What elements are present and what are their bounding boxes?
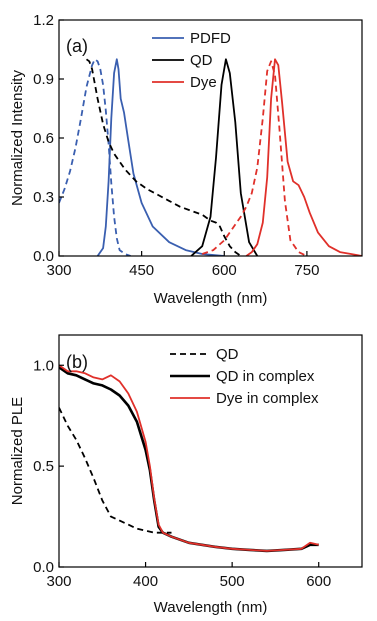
x-tick-label: 600 xyxy=(212,262,237,279)
x-tick-label: 300 xyxy=(46,573,71,590)
plot-frame xyxy=(58,334,363,568)
legend-label: QD in complex xyxy=(216,368,315,385)
y-axis-title: Normalized PLE xyxy=(9,397,26,505)
legend: PDFD QD Dye xyxy=(152,30,231,91)
y-tick-label: 1.0 xyxy=(33,357,54,374)
chart-panel-1: 300 450 600 750 0.0 0.3 0.6 0.9 1.2 Wavelength (n… xyxy=(9,12,363,307)
panel-label: (a) xyxy=(66,36,88,56)
series-line-qd xyxy=(59,407,172,534)
series-line-qd-emission xyxy=(190,58,259,256)
y-tick-label: 0.0 xyxy=(33,248,54,265)
series-line-dye-emission xyxy=(245,58,362,256)
series-group xyxy=(59,58,362,256)
legend: QD QD in complex Dye in complex xyxy=(170,346,319,407)
legend-label: QD xyxy=(216,346,239,363)
x-tick-label: 600 xyxy=(306,573,331,590)
x-tick-label: 750 xyxy=(294,262,319,279)
y-tick-label: 0.3 xyxy=(33,189,54,206)
y-tick-label: 0.0 xyxy=(33,559,54,576)
x-axis-title: Wavelength (nm) xyxy=(154,599,268,616)
x-tick-label: 500 xyxy=(220,573,245,590)
x-tick-label: 300 xyxy=(46,262,71,279)
chart-panel-2: 300 400 500 600 0.0 0.5 1.0 Wavelength (nm) Norm… xyxy=(9,334,363,616)
legend-label: QD xyxy=(190,52,213,69)
series-line-dye-in-complex xyxy=(59,364,319,552)
series-group xyxy=(59,364,319,553)
y-tick-label: 0.5 xyxy=(33,458,54,475)
y-axis-title: Normalized Intensity xyxy=(9,70,26,206)
legend-label: Dye xyxy=(190,74,217,91)
legend-label: PDFD xyxy=(190,30,231,47)
y-tick-label: 1.2 xyxy=(33,12,54,29)
x-tick-label: 400 xyxy=(133,573,158,590)
series-line-pdfd-absorption xyxy=(59,58,131,256)
series-line-dye-absorption xyxy=(201,60,308,256)
panel-label: (b) xyxy=(66,352,88,372)
y-tick-label: 0.6 xyxy=(33,130,54,147)
series-line-qd-absorption xyxy=(85,58,242,256)
series-line-pdfd-emission xyxy=(96,58,225,256)
legend-label: Dye in complex xyxy=(216,390,319,407)
y-tick-label: 0.9 xyxy=(33,71,54,88)
x-tick-label: 450 xyxy=(129,262,154,279)
x-axis-title: Wavelength (nm) xyxy=(154,290,268,307)
